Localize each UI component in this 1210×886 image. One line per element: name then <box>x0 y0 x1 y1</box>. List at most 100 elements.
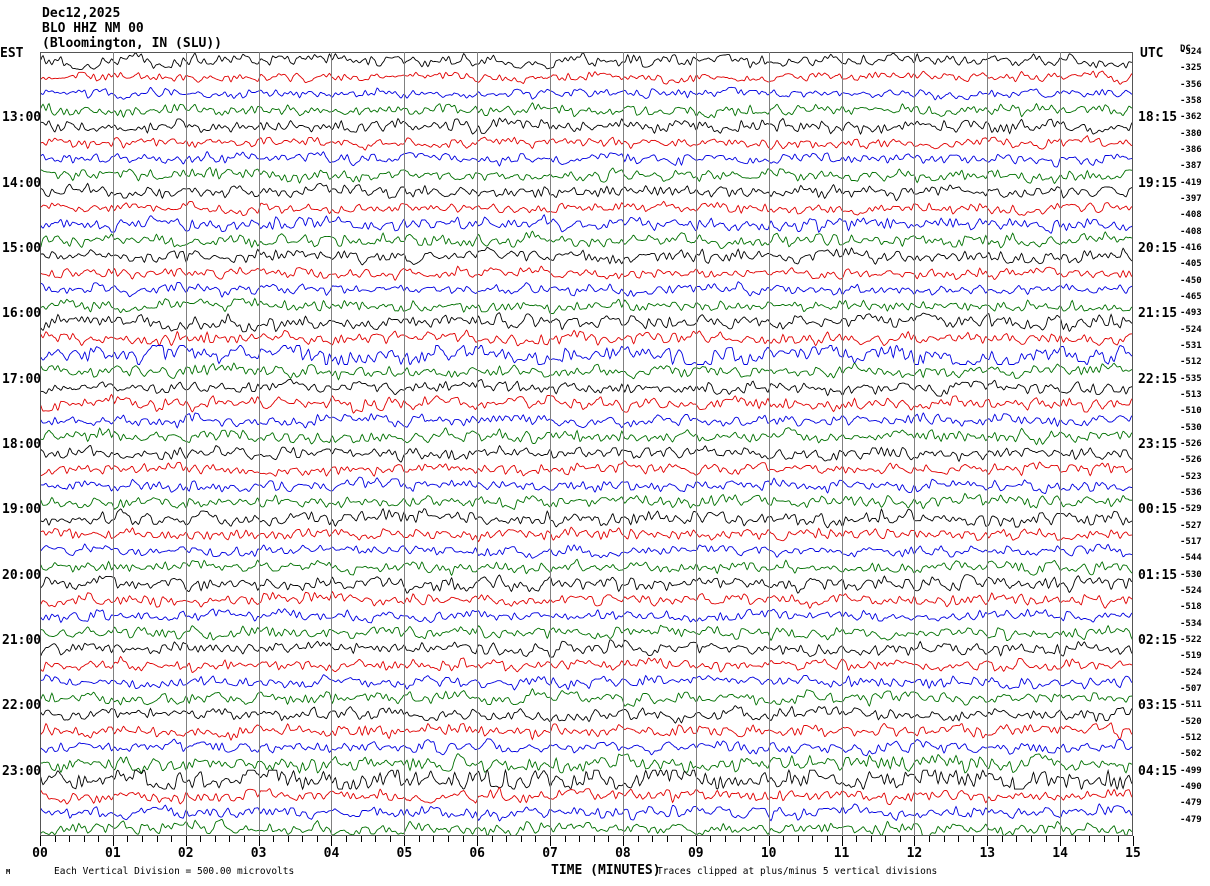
seismic-traces <box>40 52 1133 836</box>
clipping-note: Traces clipped at plus/minus 5 vertical … <box>657 866 938 877</box>
x-tick-minor <box>594 836 595 842</box>
x-tick-minor <box>638 836 639 842</box>
gridline-minute-14 <box>1060 52 1061 836</box>
seismic-trace <box>40 393 1133 414</box>
x-axis-tick-label: 14 <box>1052 846 1068 861</box>
x-tick-minor <box>725 836 726 842</box>
seismic-trace <box>40 574 1133 594</box>
dc-value-label: -512 <box>1180 733 1202 743</box>
x-tick-minor <box>463 836 464 842</box>
dc-value-label: -530 <box>1180 422 1202 433</box>
x-tick-minor <box>390 836 391 842</box>
x-tick-major <box>40 836 41 846</box>
x-tick-minor <box>84 836 85 842</box>
est-time-label: 21:00 <box>2 633 42 648</box>
dc-value-label: -507 <box>1180 684 1202 694</box>
seismic-trace <box>40 722 1133 741</box>
seismic-trace <box>40 492 1133 510</box>
x-tick-minor <box>157 836 158 842</box>
utc-time-label: 03:15 <box>1138 698 1178 714</box>
dc-value-label: -450 <box>1180 275 1202 286</box>
utc-time-label: 22:15 <box>1138 371 1178 387</box>
gridline-minute-4 <box>331 52 332 836</box>
x-tick-minor <box>273 836 274 842</box>
seismic-trace <box>40 200 1133 216</box>
x-tick-minor <box>681 836 682 842</box>
dc-value-label: -526 <box>1180 439 1202 449</box>
dc-value-label: -387 <box>1180 161 1202 172</box>
x-tick-minor <box>419 836 420 842</box>
scale-note: Each Vertical Division = 500.00 microvol… <box>54 866 295 877</box>
dc-value-label: -386 <box>1180 145 1202 155</box>
est-time-label: 14:00 <box>2 175 42 191</box>
gridline-minute-3 <box>259 52 260 836</box>
dc-value-label: -465 <box>1180 292 1202 302</box>
x-tick-minor <box>244 836 245 842</box>
dc-value-label: -520 <box>1180 716 1202 727</box>
seismic-trace <box>40 312 1133 333</box>
x-tick-minor <box>288 836 289 842</box>
dc-value-label: -524 <box>1180 324 1202 335</box>
x-tick-minor <box>929 836 930 842</box>
dc-value-label: -502 <box>1180 749 1202 760</box>
dc-value-label: -517 <box>1180 537 1202 547</box>
dc-value-label: -513 <box>1180 390 1202 400</box>
x-tick-minor <box>506 836 507 842</box>
x-tick-minor <box>171 836 172 842</box>
x-tick-minor <box>127 836 128 842</box>
utc-time-label: 04:15 <box>1138 763 1178 779</box>
seismic-trace <box>40 768 1133 791</box>
seismic-trace <box>40 150 1133 168</box>
x-axis-tick-label: 00 <box>32 846 48 861</box>
x-tick-major <box>1060 836 1061 846</box>
seismic-trace <box>40 166 1133 185</box>
x-tick-minor <box>608 836 609 842</box>
x-tick-minor <box>492 836 493 842</box>
x-axis-tick-label: 02 <box>177 846 194 861</box>
seismic-trace <box>40 117 1133 135</box>
gridline-minute-12 <box>914 52 915 836</box>
utc-time-label: 02:15 <box>1138 633 1178 648</box>
seismic-trace <box>40 182 1133 202</box>
seismic-trace <box>40 818 1133 836</box>
x-tick-minor <box>652 836 653 842</box>
seismic-trace <box>40 412 1133 429</box>
seismic-trace <box>40 52 1133 71</box>
x-tick-major <box>623 836 624 846</box>
seismic-trace <box>40 230 1133 249</box>
x-tick-major <box>842 836 843 846</box>
seismic-trace <box>40 362 1133 381</box>
x-tick-major <box>186 836 187 846</box>
x-tick-minor <box>973 836 974 842</box>
x-axis-tick-label: 10 <box>760 846 777 861</box>
x-tick-major <box>404 836 405 846</box>
dc-value-label: -499 <box>1180 765 1202 776</box>
x-tick-major <box>477 836 478 846</box>
dc-value-label: -408 <box>1180 210 1202 221</box>
dc-value-label: -397 <box>1180 194 1202 204</box>
x-tick-minor <box>944 836 945 842</box>
seismic-trace <box>40 608 1133 624</box>
x-tick-major <box>696 836 697 846</box>
x-tick-minor <box>856 836 857 842</box>
dc-value-label: -358 <box>1180 96 1202 106</box>
seismic-trace <box>40 344 1133 366</box>
x-tick-minor <box>1046 836 1047 842</box>
gridline-minute-11 <box>842 52 843 836</box>
x-tick-minor <box>448 836 449 842</box>
x-tick-major <box>914 836 915 846</box>
dc-value-label: -408 <box>1180 226 1202 237</box>
dc-value-label: -356 <box>1180 79 1202 90</box>
est-time-label: 20:00 <box>2 567 42 583</box>
dc-value-label: -419 <box>1180 177 1202 188</box>
gridline-minute-7 <box>550 52 551 836</box>
x-tick-minor <box>871 836 872 842</box>
x-tick-major <box>769 836 770 846</box>
header-site: (Bloomington, IN (SLU)) <box>42 36 223 51</box>
x-tick-minor <box>754 836 755 842</box>
dc-value-label: -523 <box>1180 471 1202 482</box>
seismic-trace <box>40 655 1133 674</box>
gridline-minute-2 <box>186 52 187 836</box>
dc-value-label: -511 <box>1180 700 1202 711</box>
seismogram-plot[interactable] <box>40 52 1133 836</box>
